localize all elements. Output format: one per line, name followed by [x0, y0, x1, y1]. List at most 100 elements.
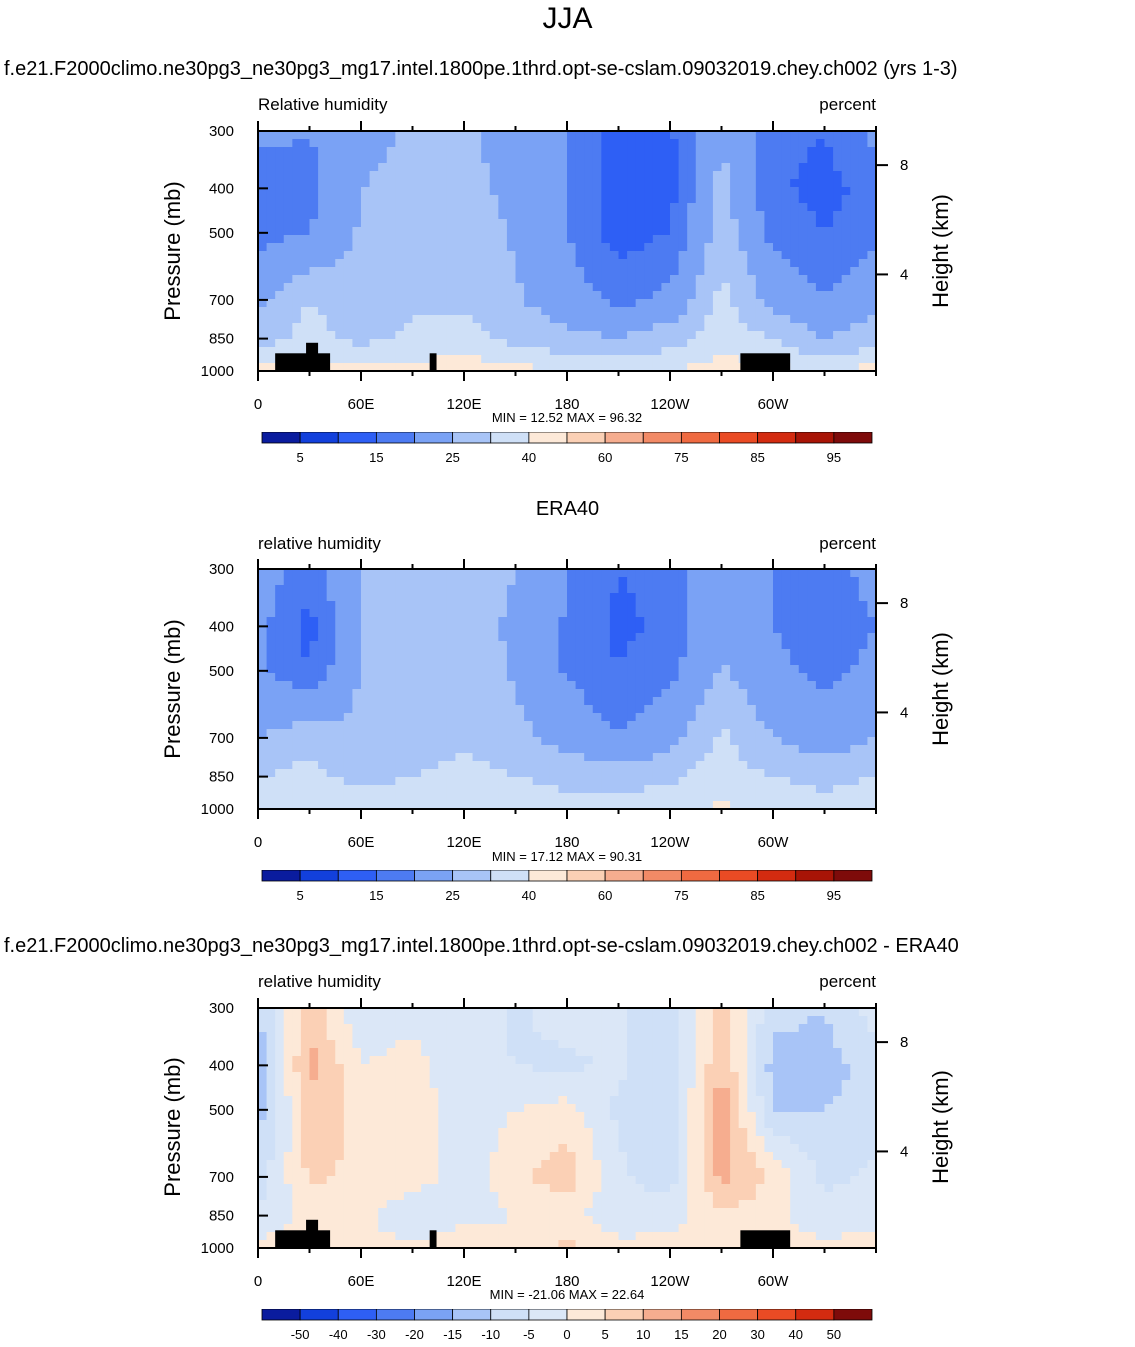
contour-cell [300, 283, 311, 292]
contour-cell [309, 315, 319, 324]
contour-cell [773, 689, 783, 698]
contour-cell [738, 323, 748, 332]
contour-cell [378, 275, 388, 284]
contour-cell [609, 283, 620, 292]
contour-cell [730, 235, 740, 244]
contour-cell [395, 347, 405, 356]
contour-cell [644, 609, 654, 618]
contour-cell [738, 761, 748, 770]
contour-cell [352, 339, 362, 348]
contour-cell [712, 243, 723, 252]
contour-cell [627, 355, 637, 364]
contour-cell [567, 753, 577, 762]
contour-cell [850, 729, 860, 738]
contour-cell [438, 1056, 448, 1065]
contour-cell [764, 315, 774, 324]
contour-cell [704, 187, 714, 196]
contour-cell [687, 267, 697, 276]
contour-cell [429, 171, 439, 180]
contour-cell [678, 1040, 688, 1049]
contour-cell [412, 171, 422, 180]
contour-cell [687, 1024, 697, 1033]
contour-cell [841, 801, 851, 810]
contour-cell [601, 219, 611, 228]
contour-cell [378, 299, 388, 308]
contour-cell [747, 307, 757, 316]
contour-cell [421, 267, 431, 276]
contour-cell [833, 793, 843, 802]
contour-cell [481, 267, 491, 276]
contour-cell [283, 753, 293, 762]
contour-cell [670, 649, 680, 658]
contour-cell [755, 633, 766, 642]
contour-cell [730, 219, 740, 228]
contour-cell [627, 689, 637, 698]
contour-cell [438, 729, 448, 738]
contour-cell [352, 139, 362, 148]
contour-cell [601, 259, 611, 268]
contour-cell [300, 721, 311, 730]
contour-cell [858, 147, 869, 156]
contour-cell [378, 219, 388, 228]
contour-cell [326, 617, 336, 626]
contour-cell [429, 681, 439, 690]
contour-cell [807, 211, 817, 220]
contour-cell [609, 729, 620, 738]
contour-cell [309, 601, 319, 610]
contour-cell [618, 713, 628, 722]
contour-cell [481, 139, 491, 148]
contour-cell [361, 657, 371, 666]
contour-cell [361, 721, 371, 730]
contour-cell [841, 633, 851, 642]
contour-cell [386, 299, 396, 308]
contour-cell [369, 601, 379, 610]
contour-cell [575, 785, 585, 794]
contour-cell [730, 625, 740, 634]
contour-cell [275, 307, 285, 316]
contour-cell [798, 769, 808, 778]
contour-cell [592, 601, 602, 610]
contour-cell [695, 569, 705, 578]
contour-cell [386, 721, 396, 730]
contour-cell [755, 1056, 766, 1065]
contour-cell [506, 355, 517, 364]
contour-cell [275, 713, 285, 722]
contour-cell [438, 665, 448, 674]
contour-cell [601, 681, 611, 690]
contour-cell [730, 721, 740, 730]
contour-cell [695, 163, 705, 172]
contour-cell [412, 299, 422, 308]
contour-cell [369, 681, 379, 690]
contour-cell [283, 761, 293, 770]
contour-cell [369, 347, 379, 356]
contour-cell [670, 347, 680, 356]
contour-cell [549, 203, 560, 212]
contour-cell [258, 601, 268, 610]
colorbar-swatch [490, 432, 530, 444]
contour-cell [815, 657, 826, 666]
contour-cell [438, 737, 448, 746]
contour-cell [343, 203, 354, 212]
contour-cell [455, 163, 465, 172]
contour-cell [695, 275, 705, 284]
contour-cell [403, 1048, 414, 1057]
contour-cell [798, 729, 808, 738]
contour-cell [326, 1016, 336, 1025]
contour-cell [506, 1056, 517, 1065]
colorbar-label: 60 [598, 450, 612, 465]
contour-cell [627, 1032, 637, 1041]
contour-cell [747, 769, 757, 778]
contour-cell [532, 139, 542, 148]
contour-cell [326, 211, 336, 220]
contour-cell [695, 745, 705, 754]
contour-cell [369, 801, 379, 810]
contour-cell [446, 1008, 457, 1017]
contour-cell [498, 785, 508, 794]
contour-cell [292, 331, 302, 340]
contour-cell [369, 243, 379, 252]
contour-cell [386, 179, 396, 188]
contour-cell [824, 641, 834, 650]
contour-cell [609, 339, 620, 348]
contour-cell [343, 1040, 354, 1049]
contour-cell [506, 601, 517, 610]
